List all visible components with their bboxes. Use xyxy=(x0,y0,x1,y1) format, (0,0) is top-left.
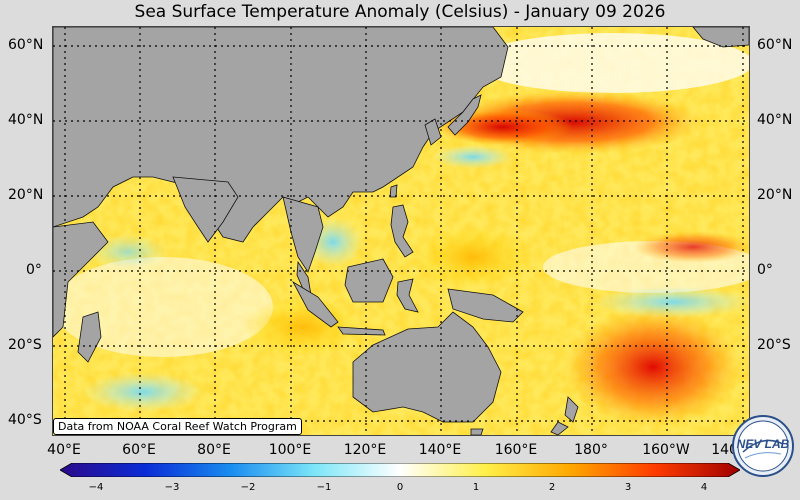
land-sulawesi xyxy=(396,278,419,313)
cool-anomaly-south-indian xyxy=(83,372,203,412)
lon-label-180: 180° xyxy=(574,442,608,458)
land-japan xyxy=(447,94,482,136)
sst-anomaly-map[interactable] xyxy=(52,26,750,436)
land-indochina xyxy=(282,196,324,273)
land-eurasia xyxy=(53,27,509,243)
land-tasmania xyxy=(470,428,484,435)
warm-anomaly-west-pacific xyxy=(413,227,533,287)
lat-label-40n-right: 40°N xyxy=(757,112,793,128)
land-sumatra xyxy=(291,280,339,328)
land-philippines xyxy=(390,204,414,258)
colorbar-tick-2: 2 xyxy=(548,482,556,493)
colorbar-tick-neg4: −4 xyxy=(88,482,104,493)
lat-label-20n-left: 20°N xyxy=(8,187,44,203)
colorbar-svg xyxy=(59,462,741,478)
nev-lab-logo[interactable]: NEV LAB xyxy=(731,414,795,478)
lon-label-60e: 60°E xyxy=(122,442,156,458)
land-masses xyxy=(53,27,749,435)
map-canvas xyxy=(53,27,749,435)
cool-anomaly-equatorial xyxy=(593,286,749,318)
lon-label-40e: 40°E xyxy=(47,442,81,458)
warm-anomaly-indian xyxy=(243,297,363,357)
lon-label-140e: 140°E xyxy=(418,442,462,458)
land-borneo xyxy=(344,258,394,303)
lon-label-160e: 160°E xyxy=(494,442,538,458)
land-new-zealand xyxy=(550,396,579,435)
colorbar-tick-0: 0 xyxy=(396,482,404,493)
lon-label-80e: 80°E xyxy=(197,442,231,458)
colorbar-tick-1: 1 xyxy=(472,482,480,493)
land-java xyxy=(337,326,386,336)
cool-anomaly-northwest-pacific xyxy=(433,145,513,169)
lat-label-0-left: 0° xyxy=(26,262,42,278)
graticule xyxy=(53,27,749,435)
lat-label-60n-right: 60°N xyxy=(757,37,793,53)
neutral-zone-indian xyxy=(53,257,273,357)
map-title: Sea Surface Temperature Anomaly (Celsius… xyxy=(134,2,666,22)
land-africa xyxy=(53,221,109,338)
land-taiwan xyxy=(389,184,398,198)
colorbar-tick-3: 3 xyxy=(624,482,632,493)
lat-label-20s-left: 20°S xyxy=(8,337,42,353)
lat-label-40s-left: 40°S xyxy=(8,412,42,428)
lon-label-120e: 120°E xyxy=(343,442,387,458)
land-alaska xyxy=(692,27,749,48)
colorbar-bar xyxy=(59,462,741,478)
colorbar-tick-neg3: −3 xyxy=(164,482,180,493)
lat-label-20s-right: 20°S xyxy=(757,337,791,353)
land-new-guinea xyxy=(447,288,524,323)
cool-anomaly-arabian-sea xyxy=(88,234,168,270)
hot-anomaly-east-equatorial xyxy=(633,231,749,263)
lat-label-60n-left: 60°N xyxy=(8,37,44,53)
colorbar-tick-neg2: −2 xyxy=(240,482,256,493)
colorbar-tick-4: 4 xyxy=(700,482,708,493)
data-credit: Data from NOAA Coral Reef Watch Program xyxy=(53,418,302,435)
lat-label-20n-right: 20°N xyxy=(757,187,793,203)
colorbar-tick-neg1: −1 xyxy=(316,482,332,493)
logo-svg: NEV LAB xyxy=(732,415,794,477)
land-australia xyxy=(352,311,502,423)
lat-label-0-right: 0° xyxy=(757,262,773,278)
colorbar xyxy=(59,462,741,478)
hot-anomaly-south-pacific xyxy=(563,307,743,427)
lon-label-100e: 100°E xyxy=(268,442,312,458)
logo-text: NEV LAB xyxy=(737,437,790,451)
lon-label-160w: 160°W xyxy=(642,442,690,458)
lat-label-40n-left: 40°N xyxy=(8,112,44,128)
neutral-zone-north xyxy=(473,33,749,93)
